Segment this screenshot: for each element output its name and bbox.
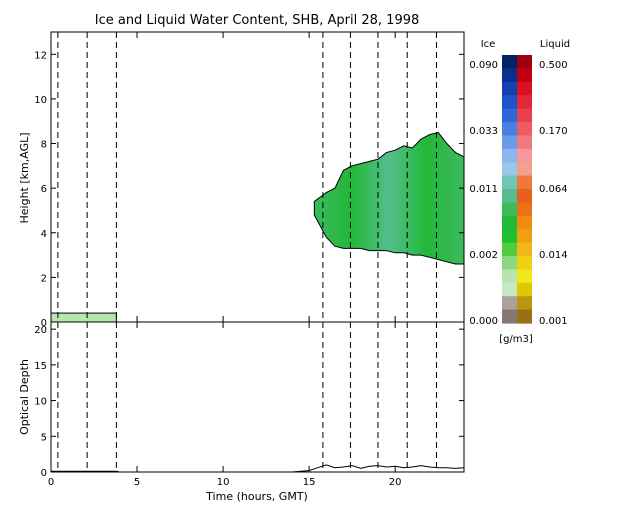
bottom-ytick-label: 20 — [34, 325, 47, 336]
colorbar-liquid-swatch — [517, 269, 532, 284]
colorbar-ice-swatch — [502, 55, 517, 69]
colorbar-liquid-swatch — [517, 122, 532, 136]
bottom-panel-ylabel: Optical Depth — [18, 359, 31, 435]
colorbar-ice-swatch — [502, 202, 517, 217]
colorbar-ice-swatch — [502, 309, 517, 324]
colorbar-liquid-swatch — [517, 148, 532, 163]
colorbar-ice-tick-label: 0.090 — [469, 60, 498, 71]
colorbar-liquid-swatch — [517, 135, 532, 150]
colorbar-ice-swatch — [502, 148, 517, 163]
colorbar-ice-tick-label: 0.000 — [469, 316, 498, 327]
colorbar-ice-swatch — [502, 175, 517, 190]
colorbar-ice-swatch — [502, 122, 517, 136]
colorbar-liquid-swatch — [517, 229, 532, 244]
colorbar-ice-swatch — [502, 215, 517, 230]
colorbar-ice-tick-label: 0.002 — [469, 250, 498, 261]
bottom-xtick-label: 5 — [134, 477, 140, 488]
top-ytick-label: 8 — [41, 140, 47, 151]
colorbar-ice-swatch — [502, 68, 517, 83]
colorbar-ice-swatch — [502, 229, 517, 244]
colorbar: Ice Liquid 0.090 0.033 0.011 0.002 0.000 0.50… — [469, 39, 570, 345]
colorbar-liquid-swatch — [517, 175, 532, 190]
top-panel-ylabel: Height [km,AGL] — [18, 132, 31, 223]
top-ytick-label: 0 — [41, 318, 47, 329]
bottom-ytick-label: 0 — [41, 468, 47, 479]
colorbar-liquid-swatch — [517, 202, 532, 217]
colorbar-liquid-tick-label: 0.014 — [539, 250, 568, 261]
colorbar-units: [g/m3] — [499, 334, 533, 345]
colorbar-liquid-tick-label: 0.001 — [539, 316, 568, 327]
colorbar-ice-swatch — [502, 108, 517, 123]
colorbar-liquid-label: Liquid — [540, 39, 570, 50]
colorbar-liquid-swatch — [517, 256, 532, 270]
colorbar-ice-swatch — [502, 135, 517, 150]
colorbar-ice-tick-label: 0.033 — [469, 126, 498, 137]
colorbar-liquid-swatch — [517, 108, 532, 123]
colorbar-liquid-swatch — [517, 242, 532, 257]
colorbar-liquid-swatch — [517, 81, 532, 96]
colorbar-ice-swatch — [502, 256, 517, 270]
colorbar-liquid-swatch — [517, 309, 532, 324]
top-ytick-label: 10 — [34, 95, 47, 106]
x-axis-label: Time (hours, GMT) — [205, 490, 308, 503]
colorbar-ice-swatch — [502, 242, 517, 257]
colorbar-liquid-swatch — [517, 55, 532, 69]
top-ytick-label: 12 — [34, 50, 47, 61]
colorbar-liquid-swatch — [517, 95, 532, 110]
colorbar-liquid-swatch — [517, 162, 532, 177]
bottom-xtick-label: 15 — [303, 477, 316, 488]
bottom-ytick-label: 10 — [34, 397, 47, 408]
colorbar-ice-swatch — [502, 162, 517, 177]
colorbar-ice-tick-label: 0.011 — [469, 184, 498, 195]
bottom-ytick-label: 5 — [41, 432, 47, 443]
colorbar-ice-swatch — [502, 189, 517, 203]
colorbar-liquid-tick-label: 0.064 — [539, 184, 568, 195]
bottom-ytick-label: 15 — [34, 361, 47, 372]
colorbar-liquid-tick-label: 0.170 — [539, 126, 568, 137]
colorbar-ice-label: Ice — [481, 39, 496, 50]
colorbar-liquid-swatch — [517, 68, 532, 83]
colorbar-liquid-tick-label: 0.500 — [539, 60, 568, 71]
colorbar-ice-swatch — [502, 95, 517, 110]
top-ytick-label: 2 — [41, 273, 47, 284]
top-ytick-label: 4 — [41, 229, 47, 240]
colorbar-liquid-swatch — [517, 296, 532, 311]
bottom-panel-frame — [50, 321, 465, 473]
bottom-xtick-label: 10 — [217, 477, 230, 488]
colorbar-liquid-swatch — [517, 215, 532, 230]
colorbar-ice-swatch — [502, 296, 517, 311]
low-cloud-region — [50, 312, 117, 323]
optical-depth-line — [51, 464, 465, 473]
top-panel: 0 2 4 6 8 10 12 Height [km,AGL] — [18, 31, 465, 329]
bottom-xtick-label: 0 — [48, 477, 54, 488]
colorbar-ice-swatch — [502, 81, 517, 96]
colorbar-ice-swatch — [502, 269, 517, 284]
colorbar-liquid-swatch — [517, 189, 532, 203]
top-ytick-label: 6 — [41, 184, 47, 195]
upper-cloud-region — [313, 131, 465, 265]
colorbar-liquid-swatch — [517, 282, 532, 297]
chart-title: Ice and Liquid Water Content, SHB, April… — [95, 13, 420, 28]
bottom-xtick-label: 20 — [389, 477, 402, 488]
colorbar-ice-swatch — [502, 282, 517, 297]
